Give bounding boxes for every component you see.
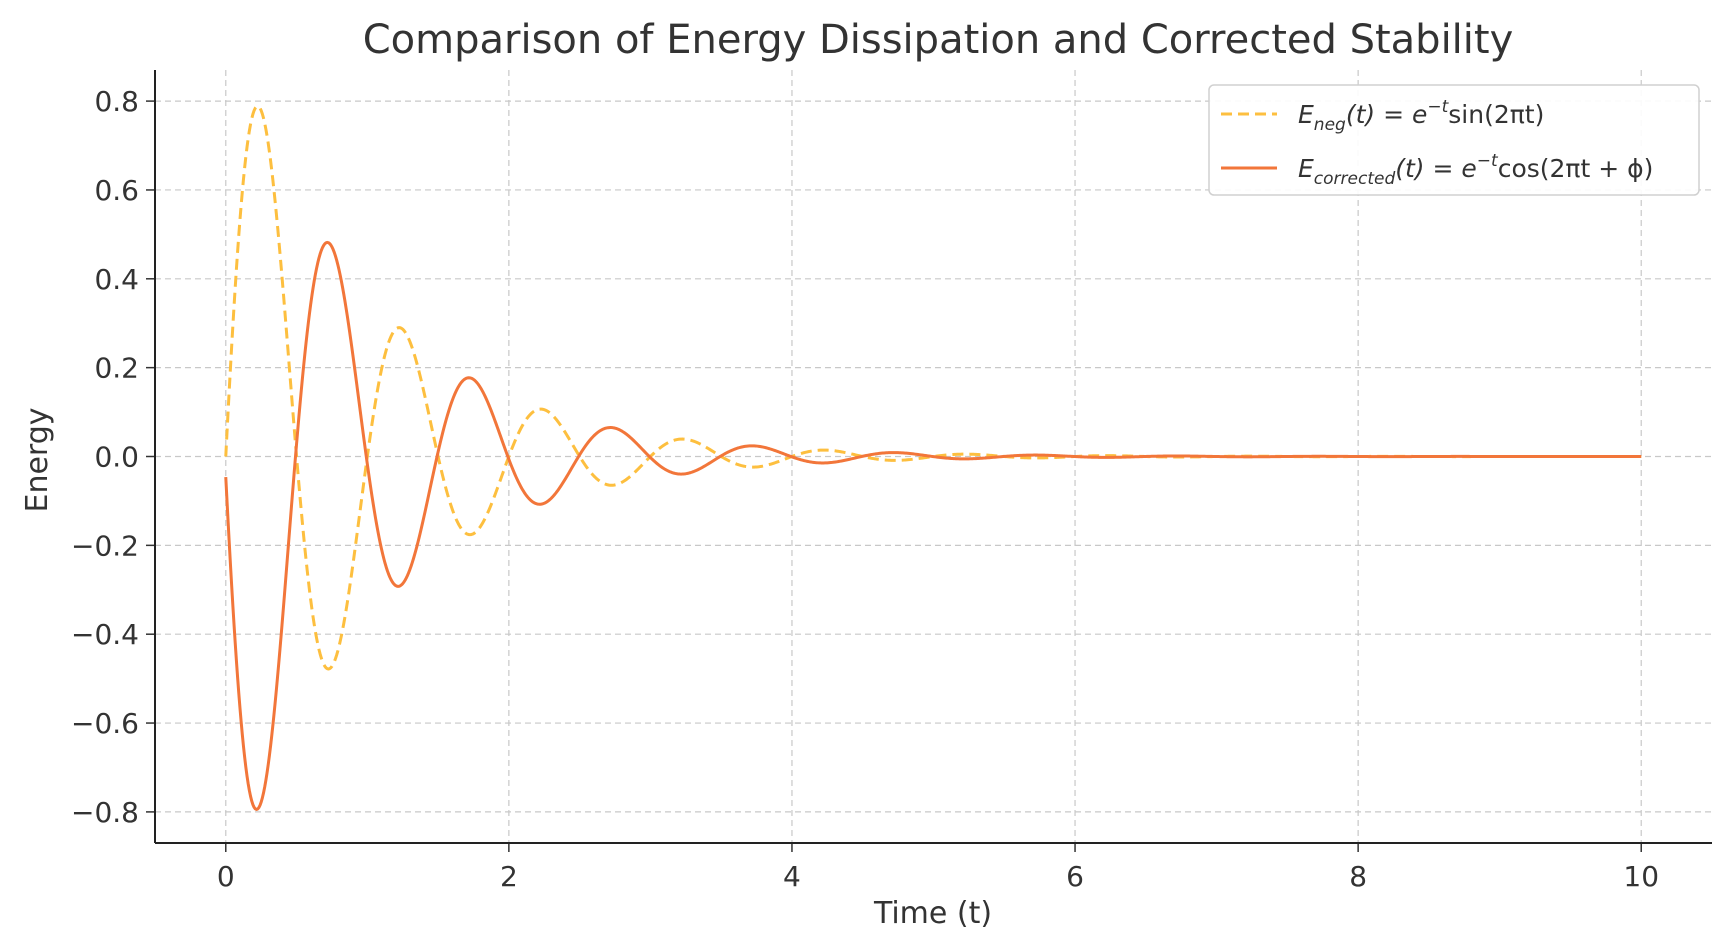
x-tick-label: 8 <box>1349 860 1367 893</box>
y-tick-label: −0.4 <box>71 618 139 651</box>
y-tick-label: 0.2 <box>94 352 139 385</box>
axes <box>146 70 1712 852</box>
x-tick-label: 4 <box>783 860 801 893</box>
y-tick-label: 0.8 <box>94 85 139 118</box>
legend-label-corrected: Ecorrected(t) = e−tcos(2πt + ϕ) <box>1298 151 1653 189</box>
chart-title: Comparison of Energy Dissipation and Cor… <box>363 17 1514 63</box>
series-line-corrected <box>224 240 1642 811</box>
y-tick-label: −0.2 <box>71 529 139 562</box>
x-tick-label: 10 <box>1623 860 1659 893</box>
y-axis-label: Energy <box>20 407 55 512</box>
x-axis-label: Time (t) <box>873 896 992 931</box>
y-tick-label: 0.6 <box>94 174 139 207</box>
series-lines <box>224 104 1642 811</box>
x-tick-label: 6 <box>1066 860 1084 893</box>
legend-box <box>1208 84 1700 196</box>
legend: Eneg(t) = e−tsin(2πt) Ecorrected(t) = e−t… <box>1208 84 1700 196</box>
legend-label-neg: Eneg(t) = e−tsin(2πt) <box>1298 97 1544 135</box>
x-tick-label: 0 <box>217 860 235 893</box>
y-tick-label: −0.6 <box>71 707 139 740</box>
tick-labels: 0 2 4 6 8 10 0.8 0.6 0.4 0.2 0.0 −0.2 −0.4 −0.6 −0.8 <box>71 85 1659 893</box>
grid-lines <box>155 70 1712 843</box>
y-tick-label: 0.4 <box>94 263 139 296</box>
y-tick-label: 0.0 <box>94 441 139 474</box>
x-tick-label: 2 <box>500 860 518 893</box>
y-tick-label: −0.8 <box>71 796 139 829</box>
